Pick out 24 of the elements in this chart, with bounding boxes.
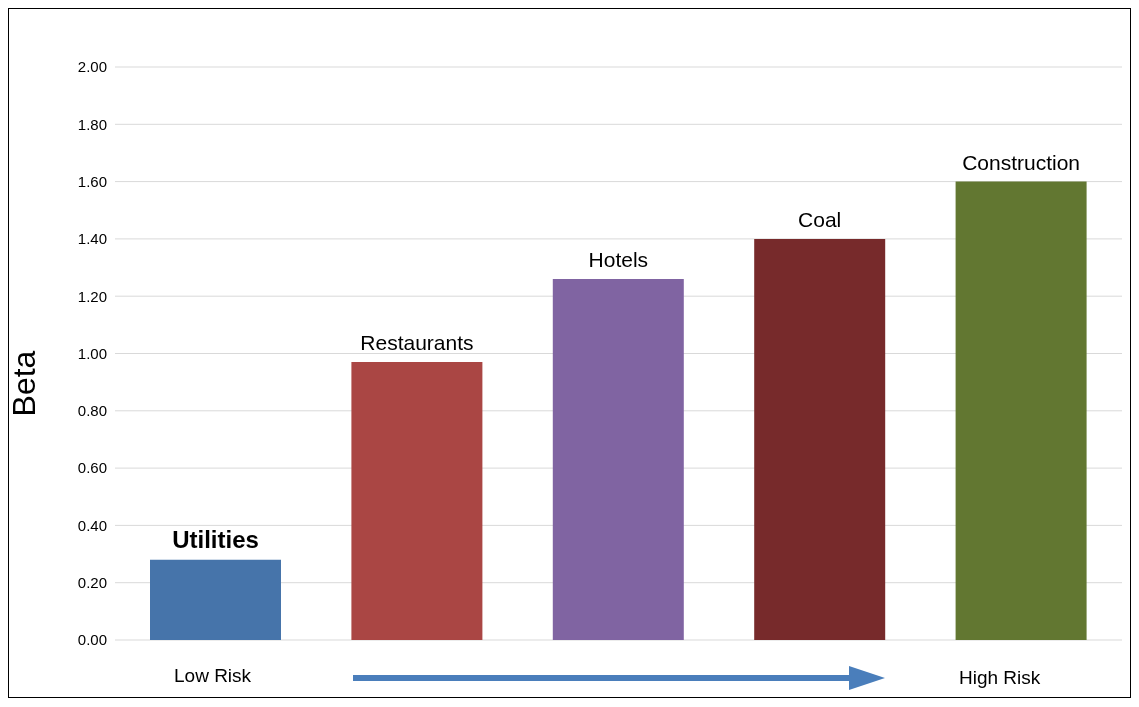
bar xyxy=(552,279,684,640)
y-tick-label: 0.00 xyxy=(77,631,107,649)
y-tick-label: 0.60 xyxy=(77,459,107,477)
y-tick-label: 1.20 xyxy=(77,287,107,305)
bar xyxy=(150,559,281,640)
y-tick-label: 1.40 xyxy=(77,230,107,248)
bar xyxy=(955,181,1087,640)
bar xyxy=(754,238,886,640)
y-tick-label: 0.20 xyxy=(77,574,107,592)
y-tick-label: 2.00 xyxy=(77,58,107,76)
y-tick-label: 1.80 xyxy=(77,115,107,133)
y-tick-label: 1.00 xyxy=(77,344,107,362)
bar xyxy=(351,362,483,640)
y-axis-title: Beta xyxy=(6,350,43,417)
y-tick-label: 0.80 xyxy=(77,402,107,420)
x-tick-label: Utilities xyxy=(172,525,259,553)
x-tick-label: Hotels xyxy=(588,248,649,272)
x-tick-label: Construction xyxy=(962,150,1081,174)
text: High Risk xyxy=(959,667,1041,689)
x-tick-label: Coal xyxy=(798,207,842,231)
y-tick-label: 0.40 xyxy=(77,516,107,534)
y-tick-label: 1.60 xyxy=(77,172,107,190)
x-tick-label: Restaurants xyxy=(360,331,474,355)
text: Low Risk xyxy=(174,665,252,687)
